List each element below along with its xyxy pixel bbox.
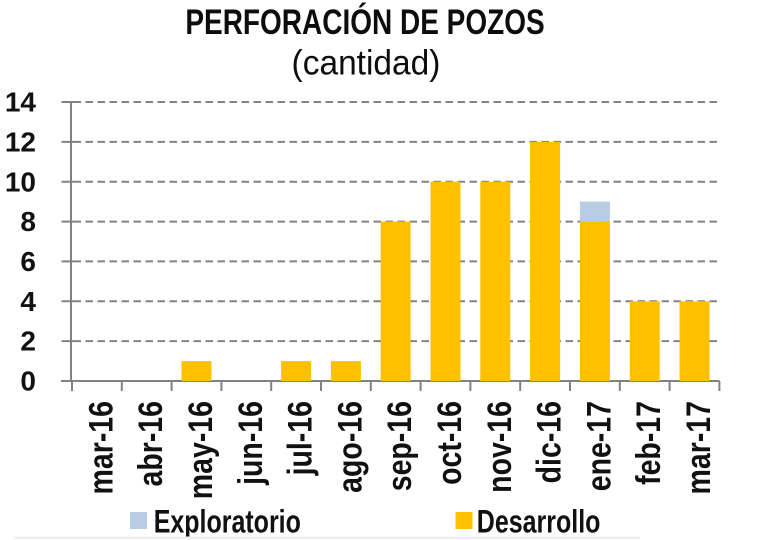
svg-text:abr-16: abr-16 [132,401,170,487]
svg-text:feb-17: feb-17 [630,401,668,485]
svg-text:ago-16: ago-16 [331,401,369,493]
svg-text:mar-16: mar-16 [82,401,120,494]
svg-text:10: 10 [5,166,36,197]
svg-text:6: 6 [20,246,36,277]
svg-text:(cantidad): (cantidad) [292,44,441,83]
svg-text:Exploratorio: Exploratorio [154,505,301,540]
svg-text:PERFORACIÓN DE POZOS: PERFORACIÓN DE POZOS [185,2,544,42]
svg-text:dic-16: dic-16 [530,401,568,483]
svg-text:14: 14 [5,87,37,118]
svg-text:ene-17: ene-17 [580,401,618,491]
svg-text:0: 0 [20,366,36,397]
svg-text:2: 2 [20,326,36,357]
svg-text:12: 12 [5,127,36,158]
svg-text:jul-16: jul-16 [281,401,319,476]
svg-text:nov-16: nov-16 [480,401,518,493]
svg-text:jun-16: jun-16 [231,401,269,486]
svg-text:may-16: may-16 [182,401,220,499]
svg-text:Desarrollo: Desarrollo [477,505,601,540]
svg-text:4: 4 [20,286,36,317]
svg-text:oct-16: oct-16 [431,401,469,485]
svg-text:sep-16: sep-16 [381,401,419,491]
svg-text:8: 8 [20,206,36,237]
svg-text:mar-17: mar-17 [680,401,718,494]
